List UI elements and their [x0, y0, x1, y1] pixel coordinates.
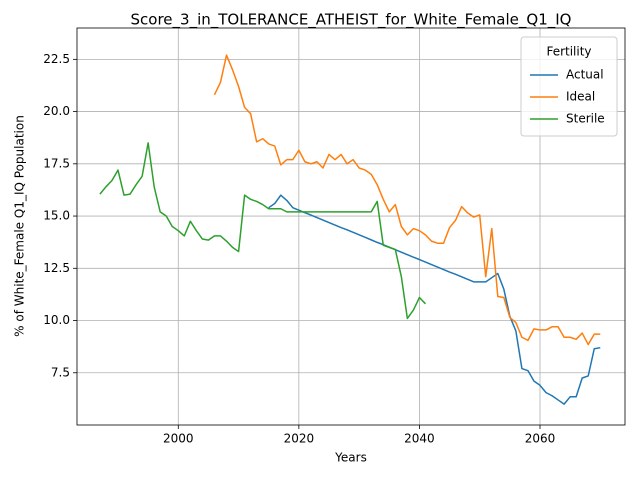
y-tick-label: 12.5: [43, 261, 70, 275]
x-tick-label: 2060: [525, 432, 556, 446]
plot-frame: [76, 27, 626, 426]
legend-box: [520, 36, 618, 137]
y-axis-label: % of White_Female Q1_IQ Population: [13, 115, 27, 337]
x-axis-label: Years: [334, 451, 367, 465]
y-tick-label: 20.0: [43, 104, 70, 118]
y-tick-label: 22.5: [43, 52, 70, 66]
series-line: [99, 142, 426, 320]
chart-title: Score_3_in_TOLERANCE_ATHEIST_for_White_F…: [131, 11, 572, 30]
series-line: [268, 194, 601, 405]
y-tick-label: 10.0: [43, 313, 70, 327]
legend-label: Ideal: [566, 90, 595, 104]
x-tick-label: 2000: [163, 432, 194, 446]
y-tick-label: 7.5: [51, 365, 70, 379]
legend-label: Sterile: [566, 112, 605, 126]
series-line: [213, 54, 601, 346]
x-tick-label: 2040: [404, 432, 435, 446]
y-tick-label: 15.0: [43, 209, 70, 223]
legend-label: Actual: [566, 68, 604, 82]
legend-title: Fertility: [546, 45, 591, 59]
y-tick-label: 17.5: [43, 156, 70, 170]
x-tick-label: 2020: [284, 432, 315, 446]
